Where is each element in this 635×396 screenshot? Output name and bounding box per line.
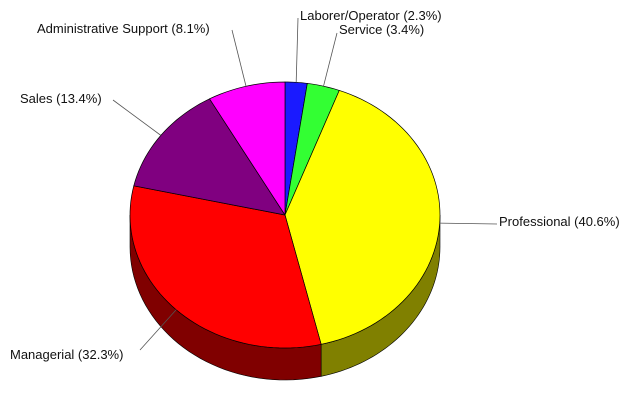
leader-line-sales — [112, 99, 162, 136]
leader-line-administrative-support — [231, 29, 247, 87]
slice-label-service: Service (3.4%) — [339, 22, 424, 37]
slice-label-laborer-operator: Laborer/Operator (2.3%) — [300, 8, 442, 23]
pie-slice-professional — [284, 89, 441, 345]
pie-top-layer — [129, 81, 441, 349]
slice-label-managerial: Managerial (32.3%) — [10, 347, 123, 362]
leader-lines — [112, 17, 498, 351]
leader-line-laborer-operator — [295, 17, 299, 83]
slice-labels: Laborer/Operator (2.3%)Service (3.4%) Pro… — [10, 8, 620, 362]
slice-label-professional: Professional (40.6%) — [499, 214, 620, 229]
leader-line-professional — [439, 222, 498, 225]
slice-label-administrative-support: Administrative Support (8.1%) — [37, 21, 210, 36]
pie-slice-administrative-support — [209, 81, 286, 217]
leader-line-service — [323, 32, 338, 87]
leader-line-managerial — [139, 309, 177, 351]
slice-label-sales: Sales (13.4%) — [20, 91, 102, 106]
